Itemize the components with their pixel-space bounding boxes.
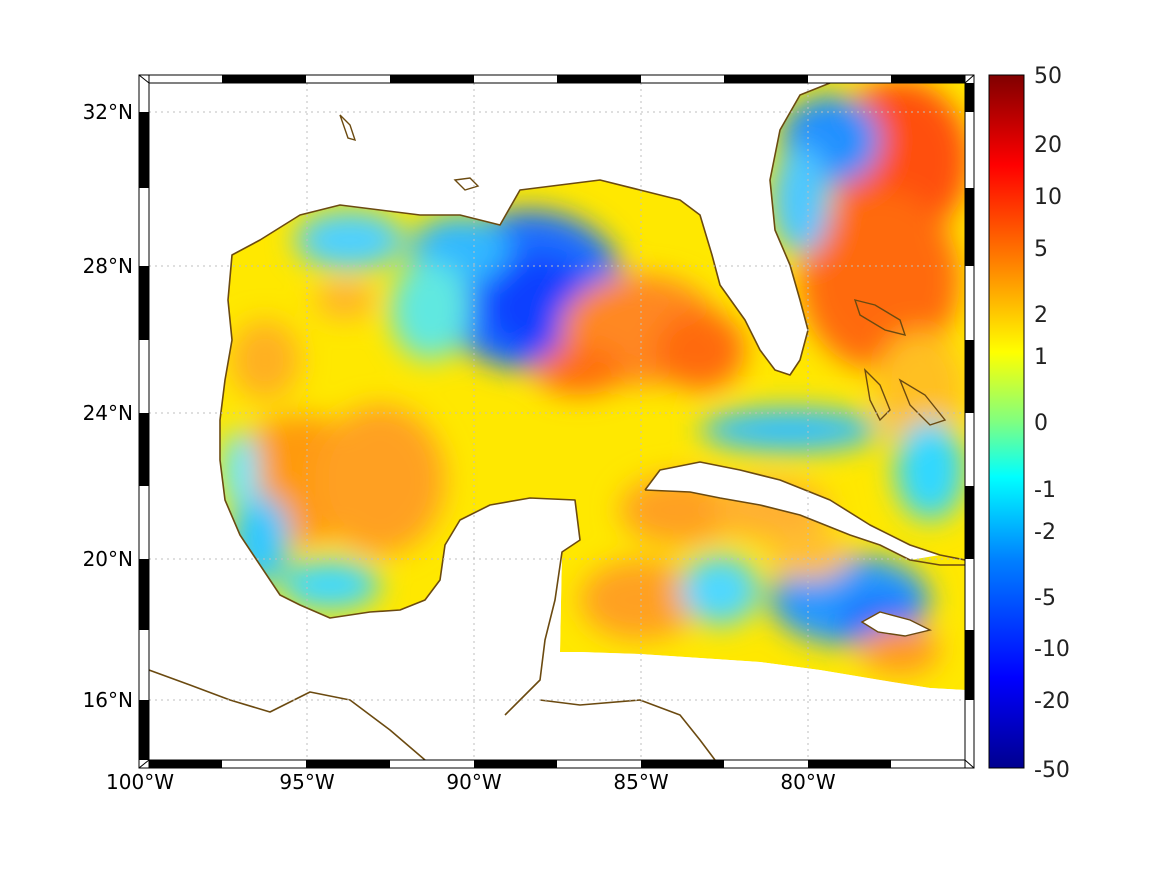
colorbar-tick-label: 50 <box>1034 64 1062 89</box>
colorbar-tick-label: -5 <box>1034 586 1056 611</box>
colorbar-tick-label: 20 <box>1034 133 1062 158</box>
gridlines <box>149 83 965 760</box>
coastlines <box>149 83 965 760</box>
lon-label: 95°W <box>279 770 334 794</box>
colorbar-tick-label: -50 <box>1034 758 1070 783</box>
latitude-labels: 32°N 28°N 24°N 20°N 16°N <box>83 100 133 712</box>
colorbar-tick-label: -1 <box>1034 478 1056 503</box>
colorbar-tick-label: 10 <box>1034 185 1062 210</box>
colorbar-tick-label: -2 <box>1034 520 1056 545</box>
lat-label: 24°N <box>83 401 133 425</box>
lon-label: 80°W <box>780 770 835 794</box>
colorbar-tick-label: -10 <box>1034 637 1070 662</box>
colorbar: 50 20 10 5 2 1 0 -1 -2 -5 -10 -20 -50 <box>988 64 1070 783</box>
colorbar-tick-label: 5 <box>1034 237 1048 262</box>
colorbar-tick-label: 1 <box>1034 345 1048 370</box>
longitude-labels: 100°W 95°W 90°W 85°W 80°W <box>106 770 836 794</box>
lat-label: 32°N <box>83 100 133 124</box>
colorbar-gradient <box>988 74 1025 769</box>
colorbar-tick-label: -20 <box>1034 689 1070 714</box>
map-border <box>138 74 975 769</box>
lat-label: 28°N <box>83 254 133 278</box>
anomaly-field <box>220 83 965 690</box>
lat-label: 16°N <box>83 688 133 712</box>
lon-label: 100°W <box>106 770 174 794</box>
colorbar-tick-label: 2 <box>1034 303 1048 328</box>
land-areas <box>149 83 965 760</box>
colorbar-ticks: 50 20 10 5 2 1 0 -1 -2 -5 -10 -20 -50 <box>1034 64 1070 783</box>
lat-label: 20°N <box>83 547 133 571</box>
lon-label: 90°W <box>446 770 501 794</box>
colorbar-tick-label: 0 <box>1034 411 1048 436</box>
lon-label: 85°W <box>613 770 668 794</box>
